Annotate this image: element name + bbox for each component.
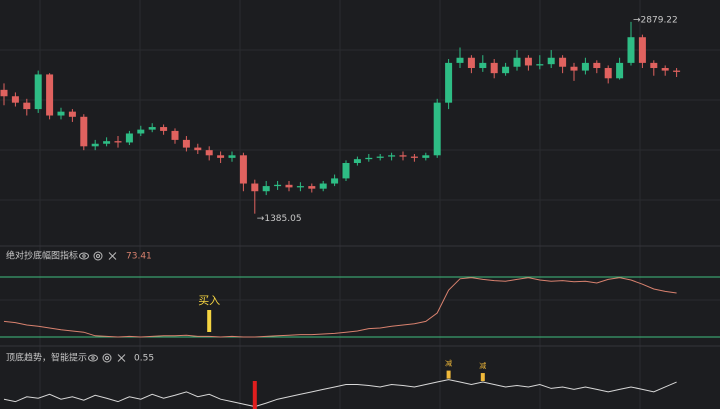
candle-body: [228, 155, 236, 158]
signal-bar: [480, 373, 485, 382]
candle-body: [433, 102, 441, 156]
candle-body: [627, 37, 635, 63]
candle-body: [353, 159, 361, 163]
candle-body: [388, 155, 396, 157]
candle-body: [34, 74, 42, 110]
price-annotation: →2879.22: [633, 15, 678, 25]
candle-body: [673, 70, 681, 72]
indicator-title: 顶底趋势，智能提示: [6, 352, 87, 364]
indicator-line: [3, 277, 677, 338]
candle-body: [319, 183, 327, 189]
candle-body: [638, 37, 646, 63]
indicator-title: 绝对抄底幅图指标: [6, 250, 78, 262]
candle-body: [137, 129, 145, 134]
candle-body: [376, 156, 384, 158]
candle-body: [217, 155, 225, 158]
candle-body: [68, 111, 76, 117]
candle-body: [296, 186, 304, 188]
candle-body: [661, 68, 669, 71]
candle-body: [410, 156, 418, 158]
candle-body: [194, 147, 202, 151]
candle-body: [547, 57, 555, 65]
candle-body: [513, 57, 521, 67]
candle-body: [205, 150, 213, 156]
candle-body: [182, 139, 190, 148]
candle-body: [171, 130, 179, 140]
candle-body: [524, 57, 532, 66]
candle-body: [593, 62, 601, 69]
candle-body: [251, 183, 259, 192]
candle-body: [570, 66, 578, 71]
signal-label: 买入: [198, 294, 220, 307]
candle-body: [103, 141, 111, 144]
candle-body: [467, 57, 475, 69]
price-annotation: →1385.05: [257, 214, 302, 224]
candle-body: [114, 141, 122, 143]
candle-body: [399, 155, 407, 157]
candle-body: [46, 74, 54, 116]
signal-bar: [207, 310, 212, 332]
candle-body: [274, 184, 282, 187]
candle-body: [559, 57, 567, 67]
candle-body: [536, 64, 544, 66]
candle-body: [502, 66, 510, 74]
signal-bar: [446, 370, 451, 379]
indicator-icons[interactable]: [88, 353, 126, 363]
candle-body: [479, 62, 487, 69]
indicator-value: 73.41: [126, 252, 152, 262]
candle-body: [0, 89, 8, 97]
candle-body: [422, 155, 430, 158]
candle-body: [239, 155, 247, 184]
candle-body: [456, 57, 464, 63]
signal-label: 减: [445, 359, 452, 368]
candle-body: [91, 143, 99, 147]
candle-body: [331, 178, 339, 184]
candle-body: [262, 186, 270, 192]
candle-body: [125, 133, 133, 143]
candle-body: [650, 62, 658, 69]
candle-body: [365, 157, 373, 160]
candle-body: [23, 102, 31, 110]
indicator-icons[interactable]: [79, 251, 117, 261]
candle-body: [581, 62, 589, 71]
candle-body: [160, 127, 168, 131]
candle-body: [445, 62, 453, 103]
candle-body: [80, 116, 88, 147]
candle-body: [57, 111, 65, 116]
candle-body: [342, 162, 350, 179]
candle-body: [11, 96, 19, 103]
signal-bar: [252, 381, 257, 409]
candle-body: [616, 62, 624, 79]
signal-label: 减: [479, 361, 486, 370]
candle-body: [490, 62, 498, 74]
indicator-line: [3, 379, 677, 408]
candle-body: [285, 184, 293, 188]
candle-body: [148, 127, 156, 130]
indicator-value: 0.55: [134, 354, 154, 364]
candle-body: [604, 68, 612, 79]
candle-body: [308, 186, 316, 189]
